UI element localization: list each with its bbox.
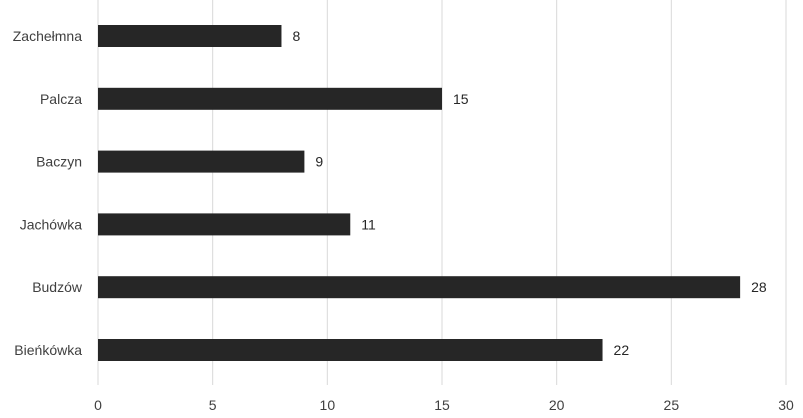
bar-2: [98, 150, 305, 173]
data-label-2: 9: [315, 154, 323, 170]
data-label-3: 11: [361, 216, 376, 232]
category-label-2: Baczyn: [36, 154, 82, 170]
category-label-5: Bieńkówka: [14, 342, 82, 358]
x-tick-label-0: 0: [94, 397, 102, 413]
bar-3: [98, 213, 351, 236]
bars: [98, 25, 741, 361]
category-label-3: Jachówka: [20, 216, 82, 232]
bar-5: [98, 339, 603, 361]
bar-0: [98, 25, 282, 47]
x-tick-label-20: 20: [549, 397, 565, 413]
bar-4: [98, 276, 741, 299]
data-label-0: 8: [292, 28, 300, 44]
data-label-5: 22: [614, 342, 630, 358]
gridlines: [97, 0, 787, 385]
labels: 0 5 10 15 20 25 30 Zachełmna 8 Palcza 15 Baczyn 9 Jac…: [13, 28, 794, 413]
category-label-4: Budzów: [32, 279, 83, 295]
data-label-4: 28: [751, 279, 767, 295]
x-tick-label-5: 5: [209, 397, 217, 413]
x-tick-label-30: 30: [778, 397, 794, 413]
data-label-1: 15: [453, 91, 469, 107]
category-label-1: Palcza: [40, 91, 82, 107]
bar-1: [98, 87, 442, 110]
x-tick-label-10: 10: [320, 397, 336, 413]
category-label-0: Zachełmna: [13, 28, 82, 44]
x-tick-label-15: 15: [434, 397, 450, 413]
x-tick-label-25: 25: [664, 397, 680, 413]
